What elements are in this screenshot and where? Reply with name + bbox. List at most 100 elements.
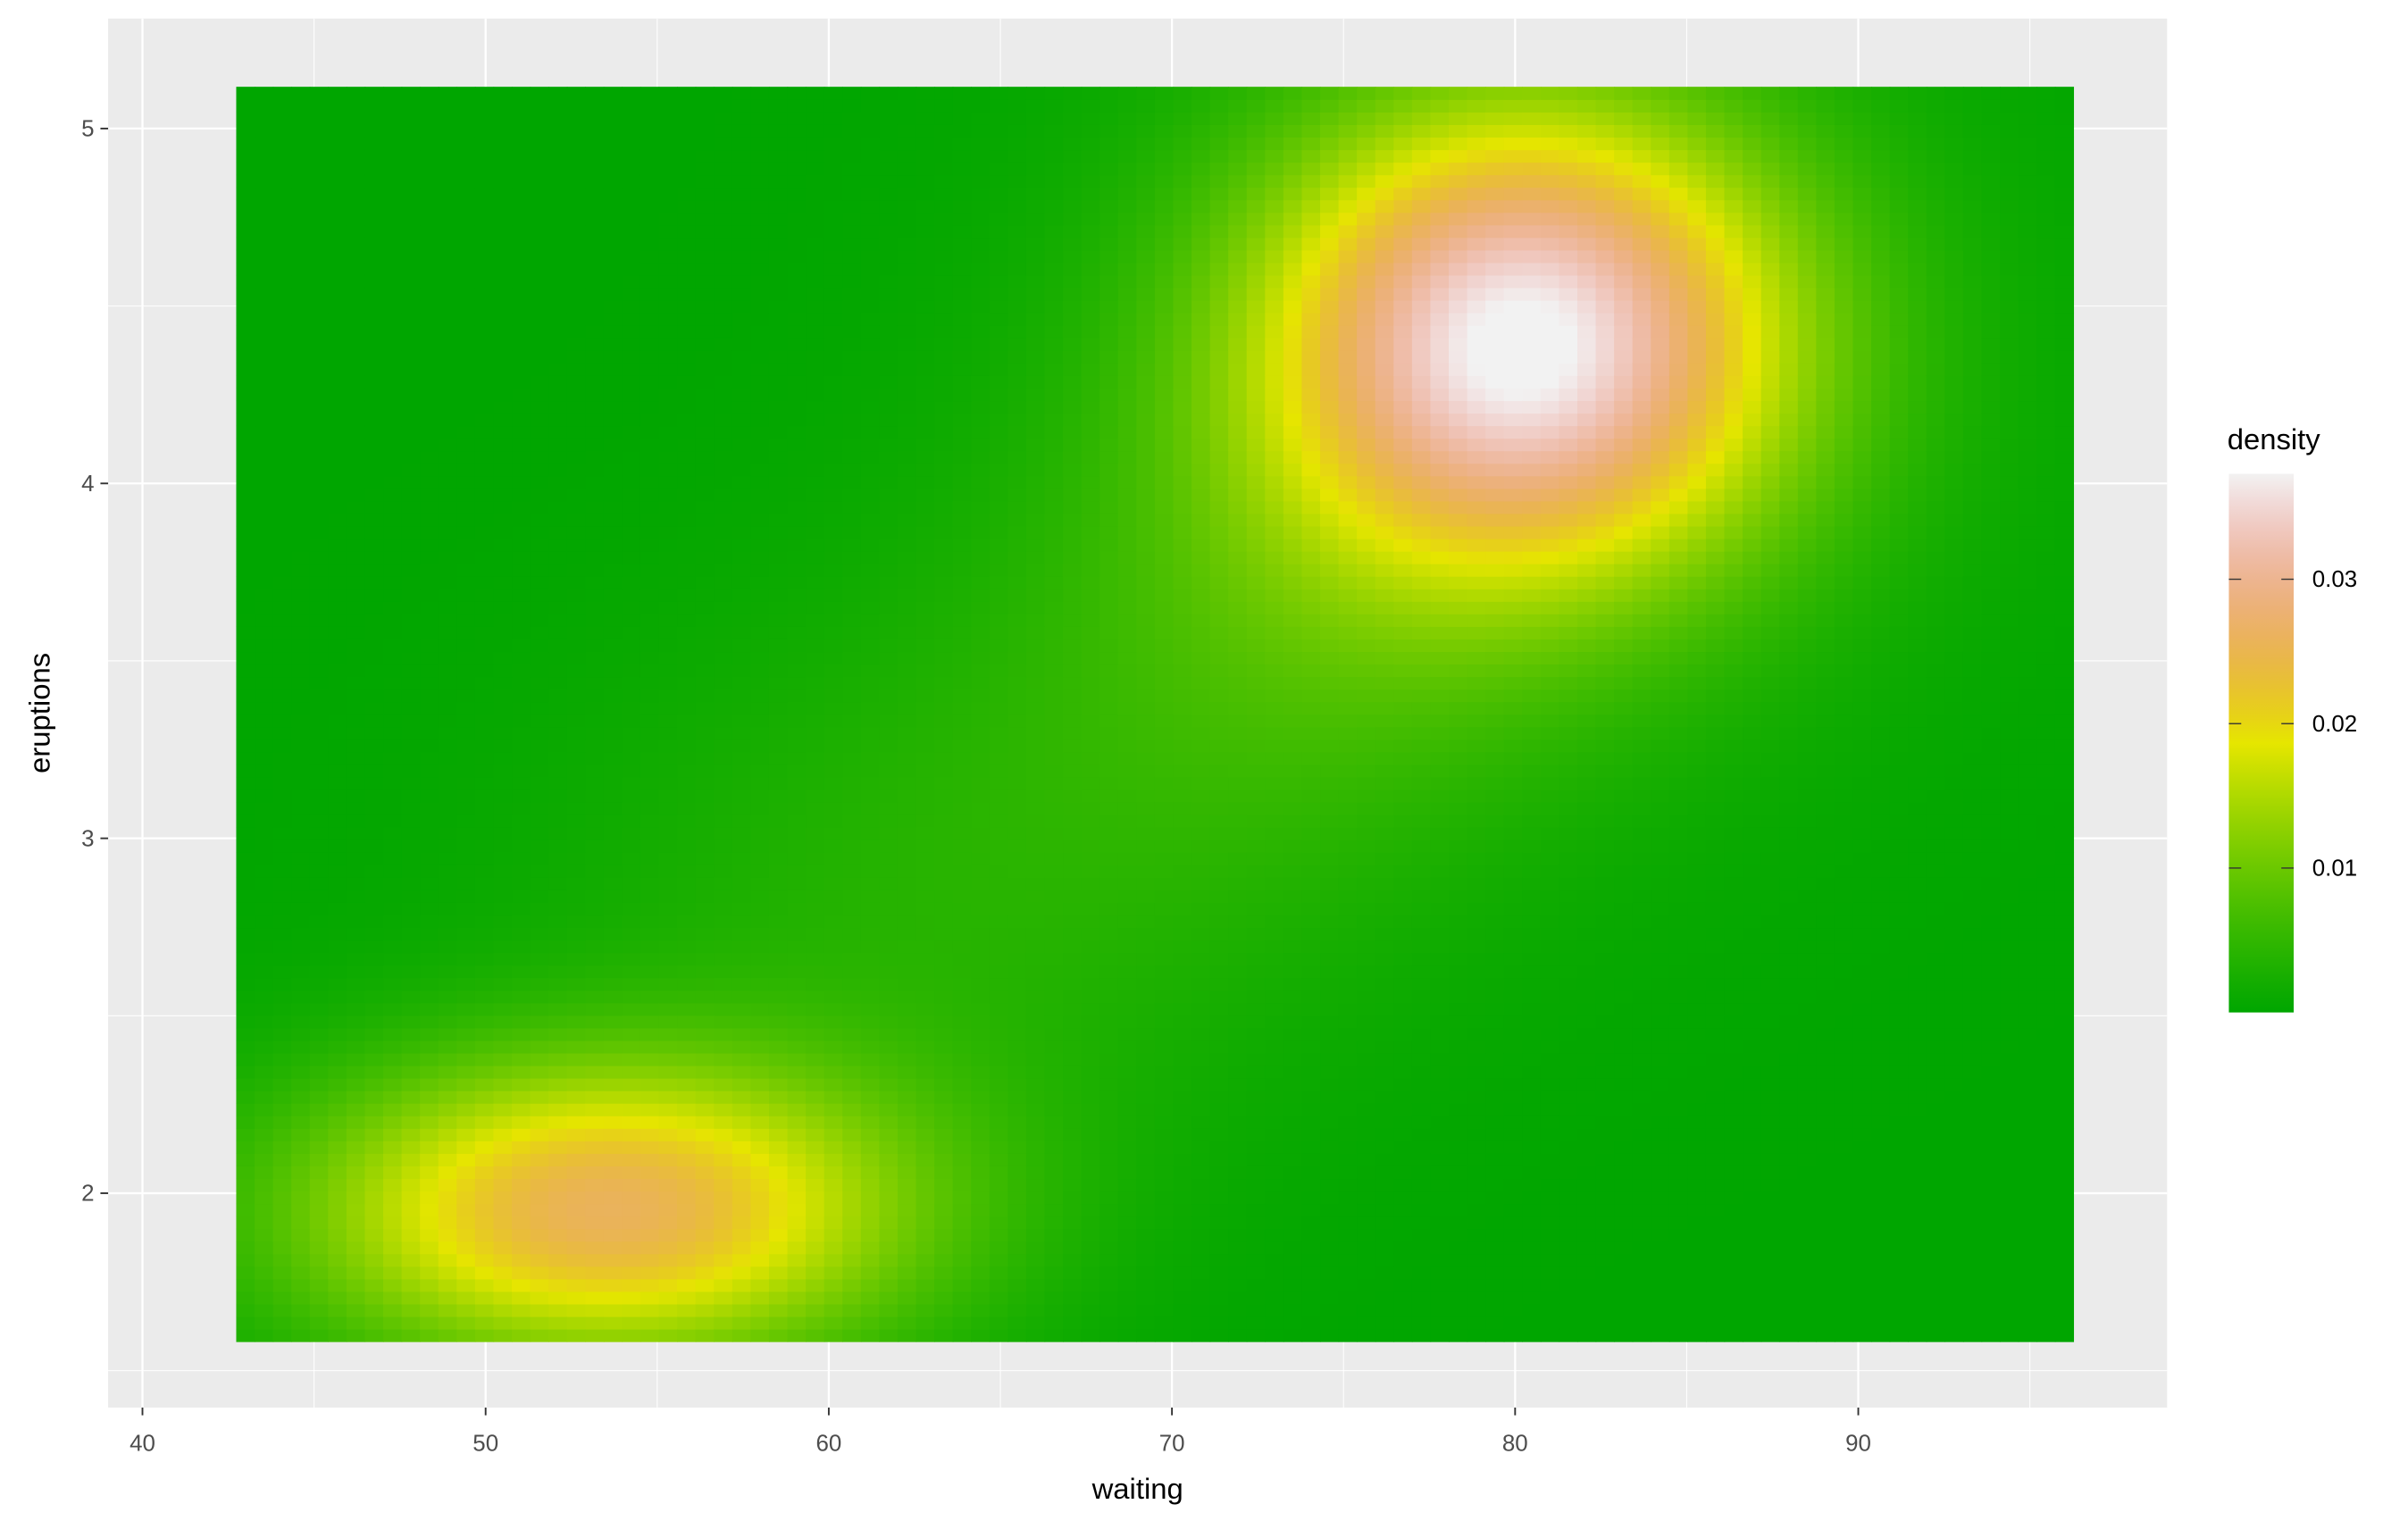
heatmap-cell (1081, 1266, 1100, 1280)
heatmap-cell (732, 626, 752, 639)
heatmap-cell (842, 764, 862, 778)
heatmap-cell (622, 224, 641, 238)
heatmap-cell (806, 714, 825, 728)
heatmap-cell (622, 99, 641, 113)
heatmap-cell (603, 764, 623, 778)
heatmap-cell (456, 1178, 476, 1192)
heatmap-cell (860, 538, 881, 552)
heatmap-cell (695, 1128, 715, 1141)
heatmap-cell (1081, 789, 1100, 803)
heatmap-cell (971, 1291, 991, 1305)
heatmap-cell (493, 689, 513, 703)
heatmap-cell (971, 450, 991, 464)
heatmap-cell (916, 500, 935, 514)
heatmap-cell (1117, 776, 1138, 790)
heatmap-cell (714, 488, 733, 502)
heatmap-cell (824, 199, 843, 213)
heatmap-cell (640, 890, 660, 903)
heatmap-cell (1136, 425, 1156, 439)
heatmap-cell (640, 852, 660, 865)
heatmap-cell (346, 224, 366, 238)
heatmap-cell (989, 187, 1009, 201)
heatmap-cell (916, 726, 935, 740)
heatmap-cell (787, 99, 807, 113)
heatmap-cell (658, 1178, 678, 1192)
heatmap-cell (842, 262, 862, 276)
heatmap-cell (787, 338, 807, 351)
heatmap-cell (806, 212, 825, 226)
heatmap-cell (695, 249, 715, 263)
heatmap-cell (768, 965, 789, 979)
heatmap-cell (695, 789, 715, 803)
heatmap-cell (272, 1116, 292, 1129)
heatmap-cell (622, 639, 641, 653)
heatmap-cell (255, 550, 274, 564)
heatmap-cell (1025, 313, 1046, 326)
heatmap-cell (658, 1328, 678, 1342)
heatmap-cell (383, 977, 403, 991)
heatmap-cell (401, 112, 421, 125)
heatmap-cell (548, 1128, 568, 1141)
heatmap-cell (768, 1015, 789, 1029)
heatmap-cell (732, 363, 752, 376)
heatmap-cell (1008, 852, 1027, 865)
heatmap-cell (291, 563, 311, 577)
heatmap-cell (420, 751, 439, 765)
heatmap-cell (383, 237, 403, 251)
heatmap-cell (787, 840, 807, 853)
heatmap-cell (566, 413, 586, 427)
heatmap-cell (603, 299, 623, 313)
heatmap-cell (952, 902, 972, 916)
heatmap-cell (603, 313, 623, 326)
heatmap-cell (420, 664, 439, 678)
heatmap-cell (236, 174, 255, 188)
heatmap-cell (787, 550, 807, 564)
heatmap-cell (236, 224, 255, 238)
heatmap-cell (842, 801, 862, 815)
heatmap-cell (548, 614, 568, 627)
heatmap-cell (438, 287, 457, 301)
heatmap-cell (916, 1027, 935, 1041)
heatmap-cell (548, 877, 568, 890)
heatmap-cell (585, 550, 605, 564)
heatmap-cell (603, 1216, 623, 1230)
heatmap-cell (291, 1228, 311, 1242)
heatmap-cell (603, 601, 623, 614)
heatmap-cell (622, 287, 641, 301)
heatmap-cell (732, 776, 752, 790)
heatmap-cell (916, 664, 935, 678)
heatmap-cell (677, 262, 697, 276)
heatmap-cell (897, 1116, 917, 1129)
heatmap-cell (1008, 789, 1027, 803)
heatmap-cell (328, 212, 347, 226)
heatmap-cell (474, 475, 495, 489)
heatmap-cell (1063, 990, 1083, 1004)
heatmap-cell (1025, 664, 1046, 678)
heatmap-cell (640, 124, 660, 138)
heatmap-cell (548, 450, 568, 464)
heatmap-cell (622, 865, 641, 878)
heatmap-cell (916, 990, 935, 1004)
heatmap-cell (1136, 1216, 1156, 1230)
heatmap-cell (695, 162, 715, 176)
heatmap-cell (420, 927, 439, 941)
heatmap-cell (842, 1141, 862, 1154)
heatmap-cell (512, 664, 531, 678)
heatmap-cell (438, 1103, 457, 1116)
heatmap-cell (658, 162, 678, 176)
heatmap-cell (383, 1002, 403, 1016)
heatmap-cell (1063, 137, 1083, 151)
heatmap-cell (530, 689, 549, 703)
heatmap-cell (420, 237, 439, 251)
heatmap-cell (989, 1052, 1009, 1066)
heatmap-cell (695, 952, 715, 966)
heatmap-cell (272, 99, 292, 113)
heatmap-cell (640, 952, 660, 966)
heatmap-cell (658, 187, 678, 201)
heatmap-cell (255, 714, 274, 728)
heatmap-cell (695, 137, 715, 151)
heatmap-cell (1081, 801, 1100, 815)
heatmap-cell (879, 1002, 899, 1016)
heatmap-cell (860, 751, 881, 765)
heatmap-cell (474, 1027, 495, 1041)
